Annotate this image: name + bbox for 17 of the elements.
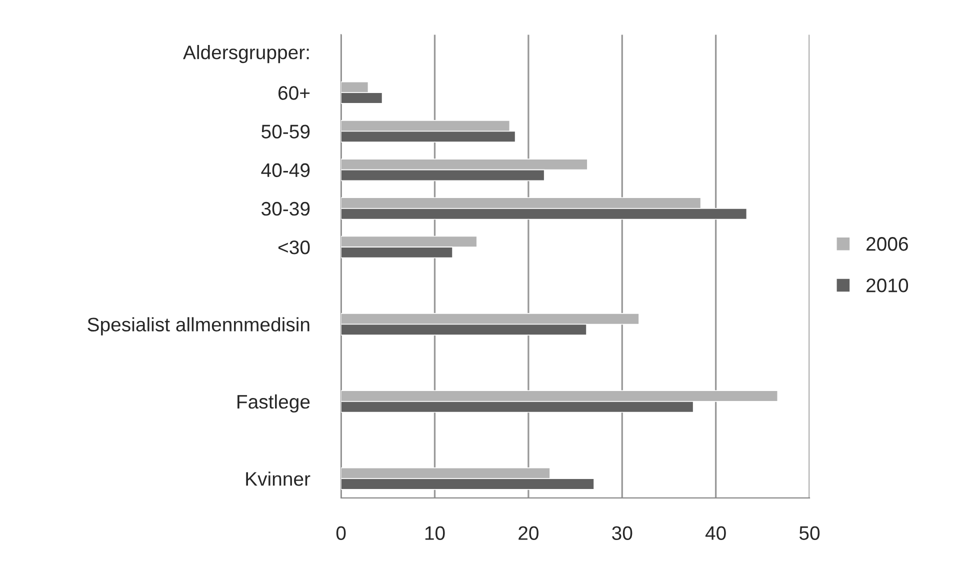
- x-tick-label: 20: [518, 526, 538, 540]
- y-tick-label: Spesialist allmennmedisin: [88, 317, 310, 336]
- y-tick-label: 30-39: [262, 202, 310, 216]
- x-tick-label: 50: [799, 526, 820, 540]
- text: Aldersgrupper:: [183, 44, 309, 64]
- y-tick-label: 60+: [278, 86, 310, 100]
- x-tick-label: 30: [612, 526, 632, 540]
- y-tick-label: <30: [278, 240, 310, 254]
- legend-label: 2006: [866, 237, 908, 251]
- y-tick-label: Kvinner: [246, 472, 310, 486]
- x-tick-label: 40: [705, 526, 726, 540]
- y-tick-label: Fastlege: [238, 394, 310, 413]
- y-tick-label: 50-59: [262, 124, 310, 138]
- y-tick-label: 40-49: [261, 163, 310, 178]
- x-tick-label: 0: [336, 526, 346, 540]
- x-tick-label: 10: [425, 526, 445, 540]
- legend-label: 2010: [866, 278, 908, 292]
